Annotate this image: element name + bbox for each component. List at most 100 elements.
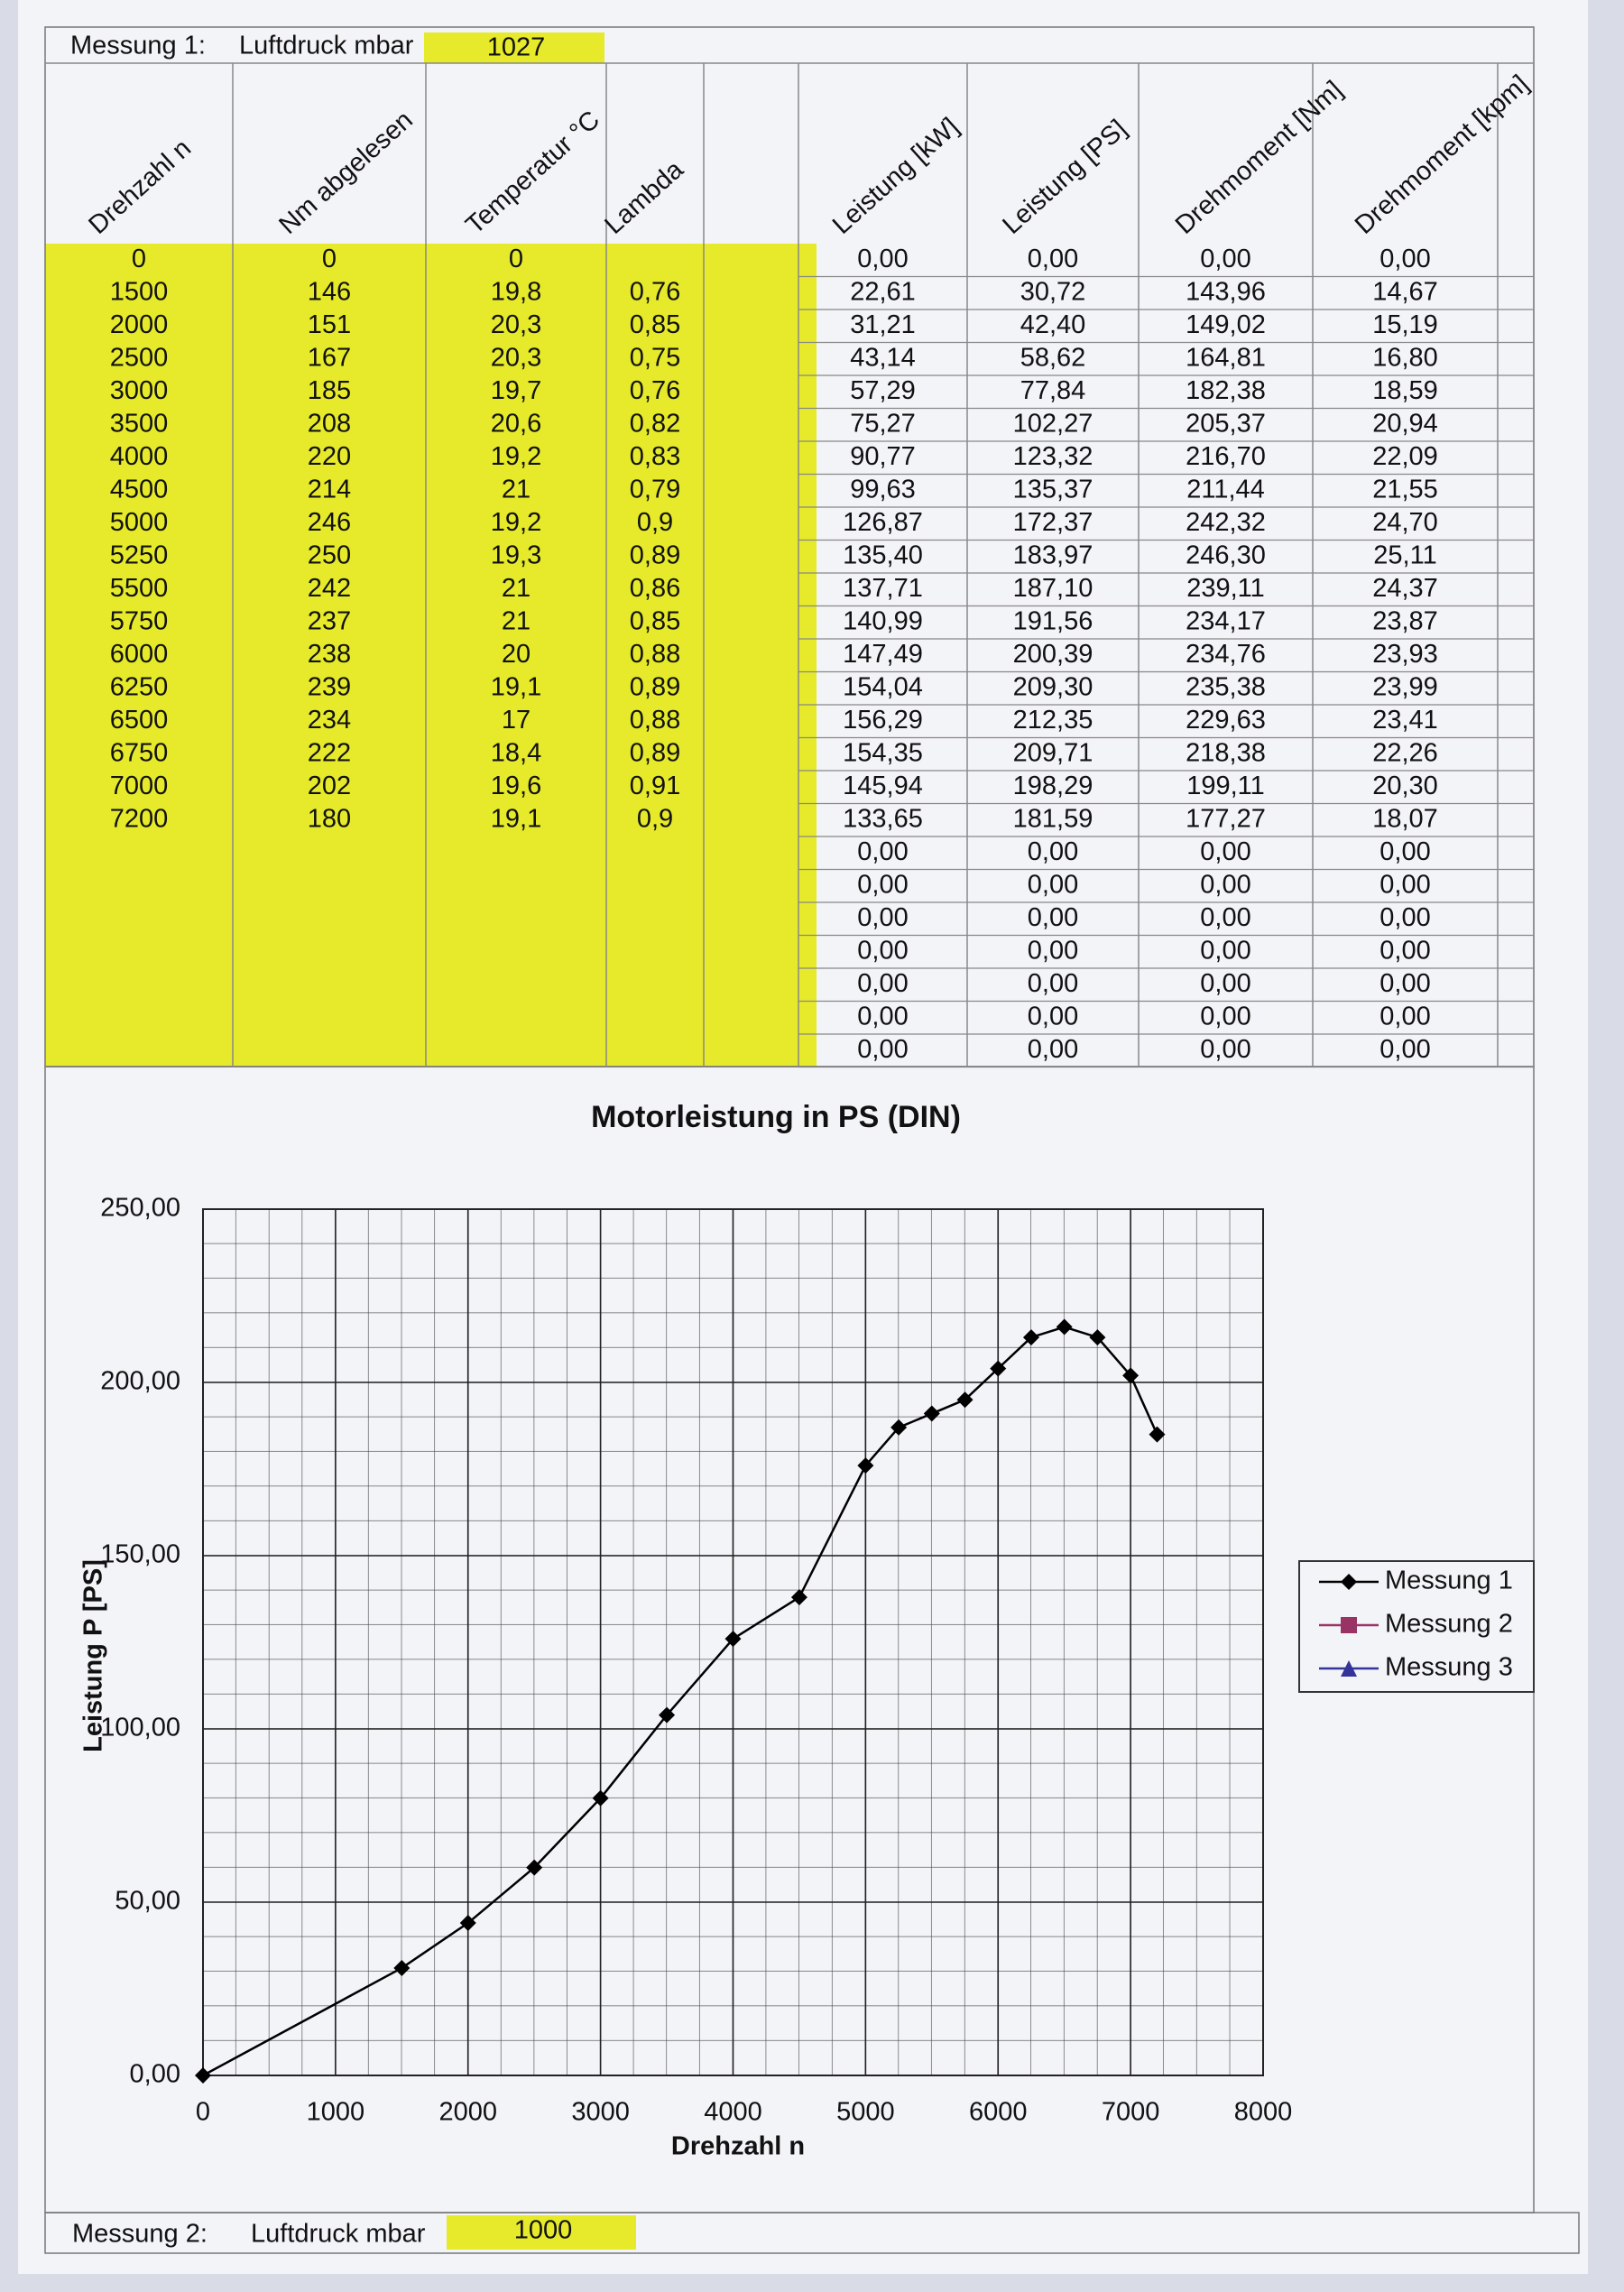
header-pressure: 1027 [487, 33, 546, 62]
result-cell: 102,27 [1013, 409, 1093, 438]
input-cell: 6000 [110, 640, 169, 669]
y-axis-label: Leistung P [PS] [79, 1559, 108, 1752]
result-cell: 0,00 [1379, 837, 1430, 866]
data-point [1056, 1318, 1073, 1335]
y-tick-label: 200,00 [100, 1367, 180, 1396]
input-cell: 0 [132, 245, 146, 273]
input-cell: 0,89 [630, 672, 680, 701]
input-cell: 1500 [110, 277, 169, 306]
x-tick-label: 5000 [836, 2098, 895, 2127]
input-cell: 0 [509, 245, 523, 273]
input-cell: 185 [308, 376, 351, 405]
result-cell: 123,32 [1013, 442, 1093, 471]
result-cell: 0,00 [1028, 1035, 1078, 1064]
result-cell: 177,27 [1186, 804, 1266, 833]
result-cell: 0,00 [857, 870, 908, 899]
input-cell: 5000 [110, 508, 169, 537]
result-cell: 229,63 [1186, 706, 1266, 735]
result-cell: 99,63 [850, 475, 916, 504]
result-cell: 200,39 [1013, 640, 1093, 669]
result-cell: 0,00 [1028, 837, 1078, 866]
input-cell: 3000 [110, 376, 169, 405]
data-point [990, 1360, 1007, 1377]
input-cell: 0,89 [630, 738, 680, 767]
input-cell: 222 [308, 738, 351, 767]
result-cell: 58,62 [1020, 343, 1086, 372]
result-cell: 0,00 [857, 969, 908, 998]
result-cell: 0,00 [1200, 1035, 1250, 1064]
x-tick-label: 8000 [1234, 2098, 1293, 2127]
result-cell: 234,17 [1186, 606, 1266, 635]
input-cell: 20,3 [491, 343, 541, 372]
data-point [459, 1915, 476, 1932]
input-cell: 19,3 [491, 541, 541, 569]
result-cell: 172,37 [1013, 508, 1093, 537]
result-cell: 0,00 [1200, 837, 1250, 866]
result-cell: 23,93 [1372, 640, 1438, 669]
result-cell: 140,99 [843, 606, 923, 635]
result-cell: 154,04 [843, 672, 923, 701]
input-cell: 237 [308, 606, 351, 635]
result-cell: 23,41 [1372, 706, 1438, 735]
result-cell: 0,00 [1200, 870, 1250, 899]
input-cell: 5500 [110, 574, 169, 603]
result-cell: 20,94 [1372, 409, 1438, 438]
result-cell: 234,76 [1186, 640, 1266, 669]
input-cell: 246 [308, 508, 351, 537]
result-cell: 0,00 [1028, 969, 1078, 998]
data-point [393, 1959, 411, 1976]
input-cell: 2500 [110, 343, 169, 372]
result-cell: 181,59 [1013, 804, 1093, 833]
y-tick-label: 0,00 [130, 2060, 180, 2089]
pressure-highlight [424, 32, 604, 63]
input-cell: 20 [502, 640, 531, 669]
input-cell: 242 [308, 574, 351, 603]
result-cell: 23,99 [1372, 672, 1438, 701]
result-cell: 77,84 [1020, 376, 1086, 405]
y-tick-label: 250,00 [100, 1194, 180, 1223]
result-cell: 0,00 [1379, 969, 1430, 998]
input-cell: 5250 [110, 541, 169, 569]
data-point [790, 1589, 807, 1606]
data-point [890, 1419, 908, 1436]
x-tick-label: 1000 [307, 2098, 365, 2127]
input-cell: 0,88 [630, 640, 680, 669]
x-tick-label: 4000 [704, 2098, 762, 2127]
input-cell: 146 [308, 277, 351, 306]
legend-label: Messung 2 [1385, 1610, 1513, 1639]
result-cell: 135,40 [843, 541, 923, 569]
input-cell: 0,9 [637, 804, 673, 833]
input-cell: 17 [502, 706, 531, 735]
result-cell: 242,32 [1186, 508, 1266, 537]
chart-title: Motorleistung in PS (DIN) [591, 1100, 961, 1134]
result-cell: 24,70 [1372, 508, 1438, 537]
y-tick-label: 150,00 [100, 1540, 180, 1569]
result-cell: 187,10 [1013, 574, 1093, 603]
result-cell: 0,00 [1028, 870, 1078, 899]
result-cell: 149,02 [1186, 310, 1266, 339]
input-cell: 214 [308, 475, 351, 504]
footer-pressure-label: Luftdruck mbar [251, 2220, 426, 2249]
result-cell: 0,00 [1200, 936, 1250, 965]
result-cell: 0,00 [857, 245, 908, 273]
input-cell: 0,82 [630, 409, 680, 438]
result-cell: 31,21 [850, 310, 916, 339]
input-cell: 0,76 [630, 277, 680, 306]
input-cell: 0,75 [630, 343, 680, 372]
input-cell: 6750 [110, 738, 169, 767]
input-cell: 6500 [110, 706, 169, 735]
input-cell: 19,1 [491, 672, 541, 701]
data-point [592, 1789, 609, 1807]
input-cell: 19,2 [491, 442, 541, 471]
result-cell: 211,44 [1186, 475, 1265, 504]
result-cell: 0,00 [1200, 1002, 1250, 1030]
result-cell: 205,37 [1186, 409, 1266, 438]
input-cell: 220 [308, 442, 351, 471]
input-cell: 19,6 [491, 772, 541, 800]
result-cell: 216,70 [1186, 442, 1266, 471]
result-cell: 0,00 [1200, 245, 1250, 273]
input-cell: 7200 [110, 804, 169, 833]
result-cell: 0,00 [1379, 245, 1430, 273]
input-cell: 21 [502, 574, 531, 603]
